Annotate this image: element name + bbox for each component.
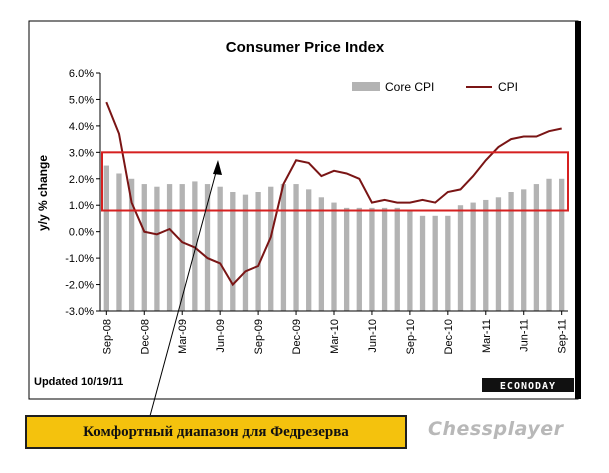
comfort-band-box bbox=[101, 151, 569, 212]
legend: Core CPI CPI bbox=[352, 80, 518, 94]
legend-cpi-label: CPI bbox=[498, 80, 518, 94]
core-cpi-bar bbox=[331, 202, 337, 311]
core-cpi-bar bbox=[369, 207, 375, 311]
y-tick-label: 6.0% bbox=[69, 68, 94, 80]
y-tick-label: -1.0% bbox=[65, 253, 94, 265]
core-cpi-bar bbox=[293, 184, 299, 311]
y-tick-label: -2.0% bbox=[65, 280, 94, 292]
updated-footnote: Updated 10/19/11 bbox=[34, 376, 123, 388]
y-tick-label: 2.0% bbox=[69, 174, 94, 186]
core-cpi-bar bbox=[217, 186, 223, 311]
core-cpi-bar bbox=[356, 207, 362, 311]
chart-title: Consumer Price Index bbox=[226, 39, 385, 56]
core-cpi-bar bbox=[432, 215, 438, 311]
x-tick-label: Sep-10 bbox=[405, 319, 417, 354]
core-cpi-bar bbox=[318, 197, 325, 311]
core-cpi-bar bbox=[546, 178, 552, 311]
callout-arrow-line bbox=[149, 164, 219, 417]
core-cpi-bar bbox=[521, 189, 527, 311]
core-cpi-bar bbox=[306, 189, 312, 311]
x-tick-label: Dec-10 bbox=[443, 319, 455, 354]
comfort-range-callout: Комфортный диапазон для Федрезерва bbox=[25, 415, 407, 449]
cpi-line bbox=[105, 101, 562, 287]
y-tick-label: 5.0% bbox=[69, 94, 94, 106]
core-cpi-bar bbox=[407, 210, 413, 311]
core-cpi-bar bbox=[381, 207, 388, 311]
y-tick-labels: 6.0% 5.0% 4.0% 3.0% 2.0% 1.0% 0.0% -1.0% -2.0% -3… bbox=[65, 68, 94, 318]
chessplayer-watermark: Chessplayer bbox=[428, 418, 564, 440]
core-cpi-bar bbox=[559, 178, 565, 311]
core-cpi-bar bbox=[204, 184, 211, 311]
core-cpi-bar bbox=[128, 178, 135, 311]
x-tick-label: Mar-10 bbox=[329, 319, 341, 354]
econoday-logo-text: ECONODAY bbox=[500, 381, 556, 392]
legend-core-cpi-label: Core CPI bbox=[385, 80, 434, 94]
x-tick-label: Sep-09 bbox=[253, 319, 265, 354]
core-cpi-bar bbox=[343, 207, 350, 311]
x-tick-label: Sep-08 bbox=[101, 319, 113, 354]
y-tick-label: 1.0% bbox=[69, 200, 94, 212]
core-cpi-bar bbox=[179, 184, 185, 311]
core-cpi-bar bbox=[154, 186, 160, 311]
y-tick-label: 3.0% bbox=[69, 147, 94, 159]
core-cpi-bar bbox=[166, 184, 173, 311]
core-cpi-bar bbox=[255, 192, 261, 311]
x-tick-label: Jun-10 bbox=[367, 319, 379, 353]
core-cpi-bar bbox=[280, 184, 287, 311]
core-cpi-bar bbox=[533, 184, 540, 311]
econoday-logo: ECONODAY bbox=[482, 378, 574, 392]
x-tick-label: Jun-09 bbox=[215, 319, 227, 353]
core-cpi-bar bbox=[242, 194, 249, 311]
core-cpi-bars bbox=[103, 165, 565, 311]
core-cpi-bar bbox=[419, 215, 426, 311]
core-cpi-bar bbox=[483, 199, 489, 311]
core-cpi-bar bbox=[508, 192, 514, 311]
x-tick-label: Sep-11 bbox=[557, 319, 569, 354]
y-tick-label: 0.0% bbox=[69, 227, 94, 239]
core-cpi-bar bbox=[394, 207, 400, 311]
callout-arrowhead-icon bbox=[213, 160, 222, 175]
core-cpi-bar bbox=[103, 165, 109, 311]
core-cpi-bar bbox=[268, 186, 274, 311]
core-cpi-bar bbox=[116, 173, 122, 311]
x-tick-label: Jun-11 bbox=[519, 319, 531, 352]
x-tick-label: Mar-09 bbox=[177, 319, 189, 354]
x-tick-labels: Sep-08 Dec-08 Mar-09 Jun-09 Sep-09 Dec-09 Mar-… bbox=[101, 319, 568, 354]
y-tick-label: -3.0% bbox=[65, 306, 94, 318]
core-cpi-bar bbox=[457, 205, 464, 311]
core-cpi-bar bbox=[141, 184, 147, 311]
y-axis-label: y/y % change bbox=[36, 155, 50, 231]
core-cpi-bar bbox=[495, 197, 502, 311]
core-cpi-bar bbox=[192, 181, 198, 311]
x-tick-label: Dec-09 bbox=[291, 319, 303, 354]
x-tick-label: Dec-08 bbox=[139, 319, 151, 354]
core-cpi-bar bbox=[470, 202, 476, 311]
x-tick-label: Mar-11 bbox=[481, 319, 493, 353]
y-tick-label: 4.0% bbox=[69, 121, 94, 133]
legend-core-cpi-swatch bbox=[352, 82, 380, 91]
core-cpi-bar bbox=[230, 192, 236, 311]
chart-shadow-right bbox=[575, 21, 581, 399]
core-cpi-bar bbox=[445, 215, 451, 311]
